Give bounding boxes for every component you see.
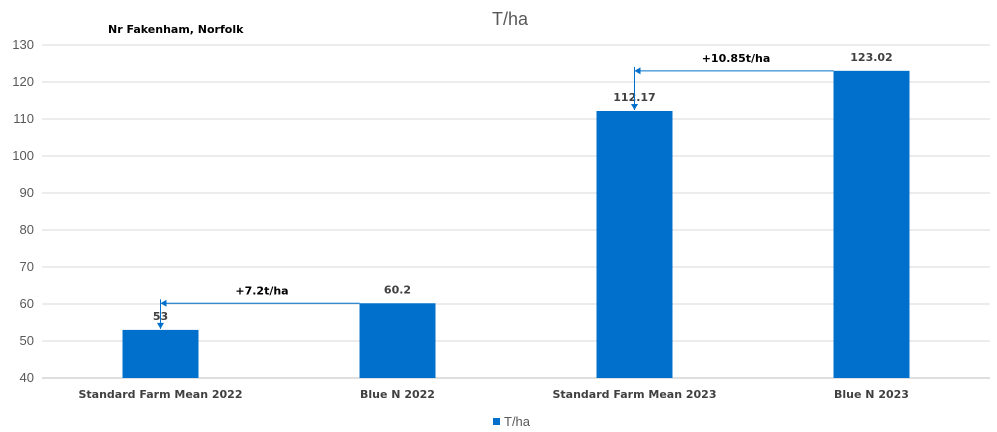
bar — [122, 329, 199, 378]
y-tick-label: 70 — [20, 259, 34, 274]
annotation-arrowhead — [634, 67, 641, 75]
annotation-arrowhead — [631, 103, 638, 110]
annotation-label: +7.2t/ha — [235, 284, 288, 297]
gridlines — [42, 44, 990, 379]
data-label: 123.02 — [850, 51, 892, 64]
x-tick-label: Standard Farm Mean 2023 — [553, 388, 717, 401]
y-tick-label: 50 — [20, 333, 34, 348]
y-tick-label: 130 — [12, 37, 34, 52]
annotation-arrowhead — [157, 322, 164, 329]
y-tick-label: 60 — [20, 296, 34, 311]
y-tick-label: 90 — [20, 185, 34, 200]
y-tick-label: 80 — [20, 222, 34, 237]
legend: T/ha — [493, 414, 531, 429]
x-tick-label: Blue N 2022 — [360, 388, 435, 401]
y-axis-ticks: 40 50 60 70 80 90 100 110 120 130 — [12, 37, 34, 385]
y-tick-label: 120 — [12, 74, 34, 89]
annotation-arrowhead — [160, 299, 167, 307]
x-tick-label: Standard Farm Mean 2022 — [79, 388, 243, 401]
chart-subtitle: Nr Fakenham, Norfolk — [108, 23, 244, 36]
x-tick-label: Blue N 2023 — [834, 388, 909, 401]
bar — [359, 303, 436, 378]
data-label: 60.2 — [384, 283, 411, 296]
y-tick-label: 100 — [12, 148, 34, 163]
bars — [122, 70, 910, 379]
bar — [833, 70, 910, 379]
y-tick-label: 110 — [13, 111, 34, 126]
y-tick-label: 40 — [20, 370, 34, 385]
bar — [596, 110, 673, 378]
legend-label: T/ha — [504, 414, 531, 429]
annotations: +7.2t/ha +10.85t/ha — [157, 52, 834, 329]
x-axis-ticks: Standard Farm Mean 2022 Blue N 2022 Standa… — [79, 388, 909, 401]
annotation-label: +10.85t/ha — [702, 52, 771, 65]
chart-title: T/ha — [492, 9, 529, 29]
legend-swatch — [493, 418, 500, 425]
